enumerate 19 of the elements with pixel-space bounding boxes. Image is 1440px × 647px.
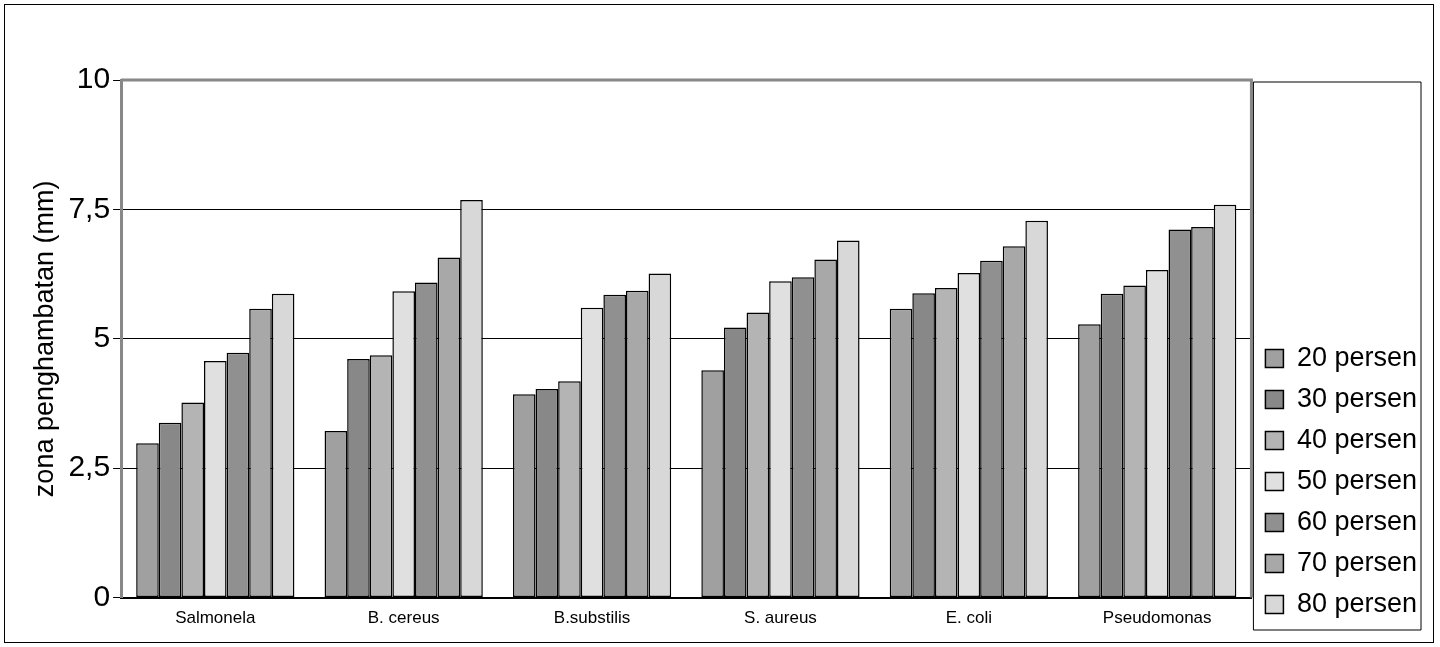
x-tick-label: S. aureus [744, 608, 817, 628]
y-tick-label: 5 [93, 320, 111, 354]
x-tick-label: E. coli [945, 608, 992, 628]
legend-label: 20 persen [1296, 341, 1417, 372]
y-tick-label: 0 [93, 578, 111, 612]
y-tick-label: 2,5 [68, 449, 111, 483]
y-axis-title: zona penghambatan (mm) [28, 180, 59, 498]
legend-label: 40 persen [1296, 423, 1417, 454]
legend-label: 60 persen [1296, 505, 1417, 536]
legend-label: 80 persen [1296, 587, 1417, 618]
legend-label: 30 persen [1296, 382, 1417, 413]
legend-label: 70 persen [1296, 546, 1417, 577]
legend-label: 50 persen [1296, 464, 1417, 495]
x-tick-label: B.substilis [553, 608, 631, 628]
y-tick-label: 10 [76, 61, 111, 95]
x-tick-label: Salmonela [175, 608, 256, 628]
x-tick-label: Pseudomonas [1102, 608, 1212, 628]
y-tick-label: 7,5 [68, 190, 111, 224]
x-tick-label: B. cereus [367, 608, 440, 628]
